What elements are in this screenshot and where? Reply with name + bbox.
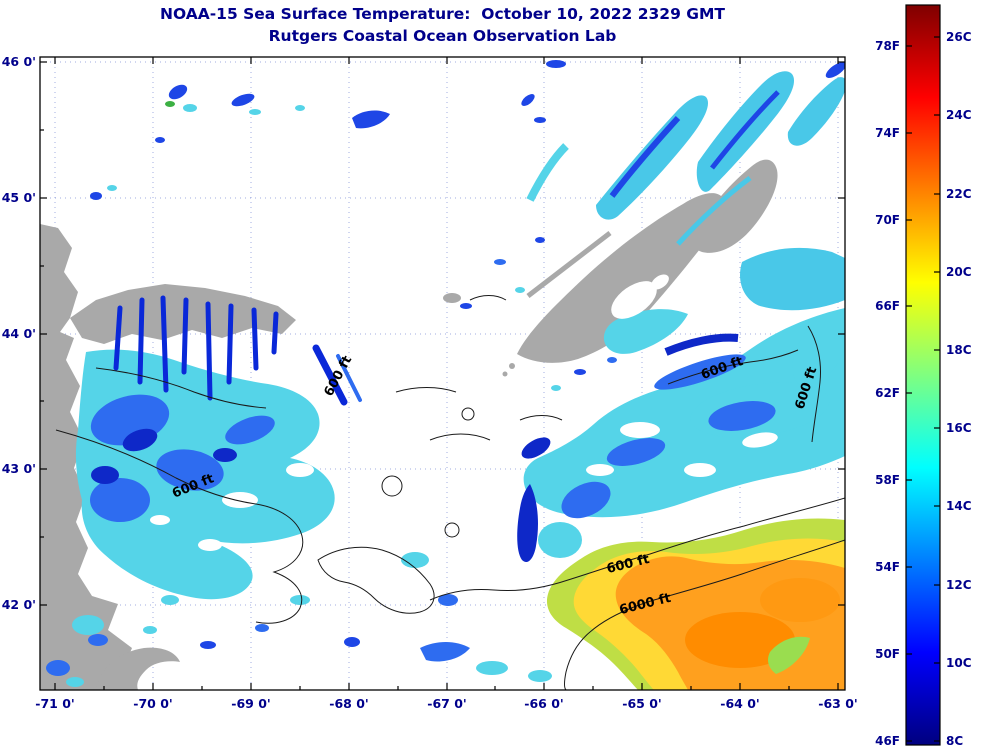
- islet: [502, 371, 508, 377]
- colorbar-f-ticks: [906, 45, 912, 742]
- colorbar-c-label: 20C: [946, 265, 972, 279]
- colorbar-c-ticks: [934, 36, 940, 742]
- colorbar-c-label: 16C: [946, 421, 972, 435]
- sst-water-layer: [46, 60, 845, 690]
- colorbar-c-label: 18C: [946, 343, 972, 357]
- page-subtitle: Rutgers Coastal Ocean Observation Lab: [268, 27, 617, 45]
- colorbar-gradient: [905, 4, 941, 746]
- colorbar-f-label: 74F: [875, 126, 900, 140]
- lon-label: -69 0': [231, 696, 270, 711]
- digby-neck-land: [526, 231, 612, 298]
- lat-label: 43 0': [2, 461, 36, 476]
- colorbar-c-label: 8C: [946, 734, 963, 748]
- lat-label: 42 0': [2, 597, 36, 612]
- colorbar-f-label: 58F: [875, 473, 900, 487]
- colorbar-c-label: 24C: [946, 108, 972, 122]
- lon-label: -67 0': [427, 696, 466, 711]
- minas-land: [692, 159, 778, 253]
- colorbar-c-label: 22C: [946, 187, 972, 201]
- lon-label: -71 0': [35, 696, 74, 711]
- colorbar-f-label: 54F: [875, 560, 900, 574]
- nova-scotia-land: [517, 193, 725, 363]
- colorbar: 78F 74F 70F 66F 62F 58F 54F 50F 46F 26C …: [875, 4, 972, 748]
- lat-label: 45 0': [2, 190, 36, 205]
- cloud-patches: [611, 274, 669, 319]
- lon-label: -68 0': [329, 696, 368, 711]
- colorbar-f-label: 62F: [875, 386, 900, 400]
- axis-ticks: [40, 57, 845, 690]
- colorbar-f-label: 78F: [875, 39, 900, 53]
- colorbar-c-label: 10C: [946, 656, 972, 670]
- colorbar-f-label: 70F: [875, 213, 900, 227]
- land-region: [40, 159, 778, 690]
- page-title: NOAA-15 Sea Surface Temperature: October…: [160, 5, 725, 23]
- lat-axis: 46 0' 45 0' 44 0' 43 0' 42 0': [2, 54, 36, 612]
- lat-label: 46 0': [2, 54, 36, 69]
- map-frame: [39, 56, 846, 691]
- cape-cod-land: [96, 647, 180, 690]
- colorbar-c-label: 14C: [946, 499, 972, 513]
- lon-label: -63 0': [818, 696, 857, 711]
- grand-manan-island: [443, 293, 461, 303]
- colorbar-f-label: 50F: [875, 647, 900, 661]
- colorbar-f-label: 66F: [875, 299, 900, 313]
- lon-axis: -71 0' -70 0' -69 0' -68 0' -67 0' -66 0…: [35, 696, 857, 711]
- lon-label: -70 0': [133, 696, 172, 711]
- coastal-plumes: [113, 295, 279, 401]
- colorbar-f-labels: 78F 74F 70F 66F 62F 58F 54F 50F 46F: [875, 39, 900, 748]
- islet: [509, 363, 515, 369]
- map-plot-area: 600 ft 600 ft 600 ft 600 ft 600 ft 6000 …: [40, 57, 845, 690]
- lon-label: -66 0': [524, 696, 563, 711]
- depth-contour-lines: [55, 295, 845, 690]
- colorbar-c-labels: 26C 24C 22C 20C 18C 16C 14C 12C 10C 8C: [946, 30, 972, 748]
- colorbar-f-label: 46F: [875, 734, 900, 748]
- lon-label: -64 0': [720, 696, 759, 711]
- maine-coast-land: [70, 284, 296, 344]
- colorbar-c-label: 12C: [946, 578, 972, 592]
- lon-label: -65 0': [622, 696, 661, 711]
- new-england-coast-land: [40, 224, 132, 690]
- colorbar-c-label: 26C: [946, 30, 972, 44]
- lat-label: 44 0': [2, 326, 36, 341]
